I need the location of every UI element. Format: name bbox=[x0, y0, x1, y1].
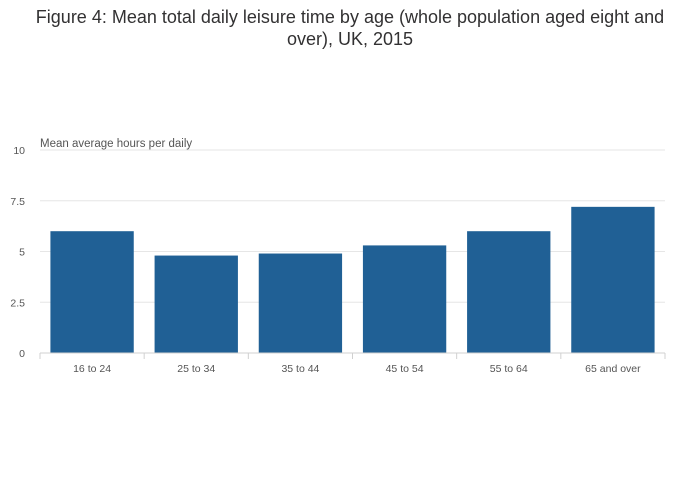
chart-title: Figure 4: Mean total daily leisure time … bbox=[35, 7, 665, 49]
bar-16-to-24 bbox=[50, 231, 134, 353]
bar-65-and-over bbox=[571, 206, 655, 353]
y-axis: 0 2.5 5 7.5 10 bbox=[10, 145, 25, 360]
gridlines bbox=[40, 149, 665, 303]
bar-55-to-64 bbox=[467, 231, 551, 353]
y-tick-label: 10 bbox=[13, 145, 25, 157]
x-tick-label: 35 to 44 bbox=[281, 363, 319, 375]
bar-45-to-54 bbox=[362, 245, 447, 353]
x-tick-label: 25 to 34 bbox=[177, 363, 215, 375]
bar-35-to-44 bbox=[258, 253, 343, 353]
y-axis-title: Mean average hours per daily bbox=[40, 138, 192, 150]
x-tick-label: 65 and over bbox=[585, 363, 641, 375]
y-tick-label: 7.5 bbox=[10, 196, 25, 208]
x-tick-label: 55 to 64 bbox=[490, 363, 528, 375]
x-tick-label: 16 to 24 bbox=[73, 363, 111, 375]
y-tick-label: 0 bbox=[19, 348, 25, 360]
bar-25-to-34 bbox=[154, 255, 238, 353]
bars bbox=[50, 206, 655, 353]
x-axis: 16 to 24 25 to 34 35 to 44 45 to 54 55 to 64… bbox=[39, 352, 666, 375]
y-tick-label: 2.5 bbox=[10, 297, 25, 309]
x-tick-label: 45 to 54 bbox=[386, 363, 424, 375]
y-tick-label: 5 bbox=[19, 247, 25, 259]
